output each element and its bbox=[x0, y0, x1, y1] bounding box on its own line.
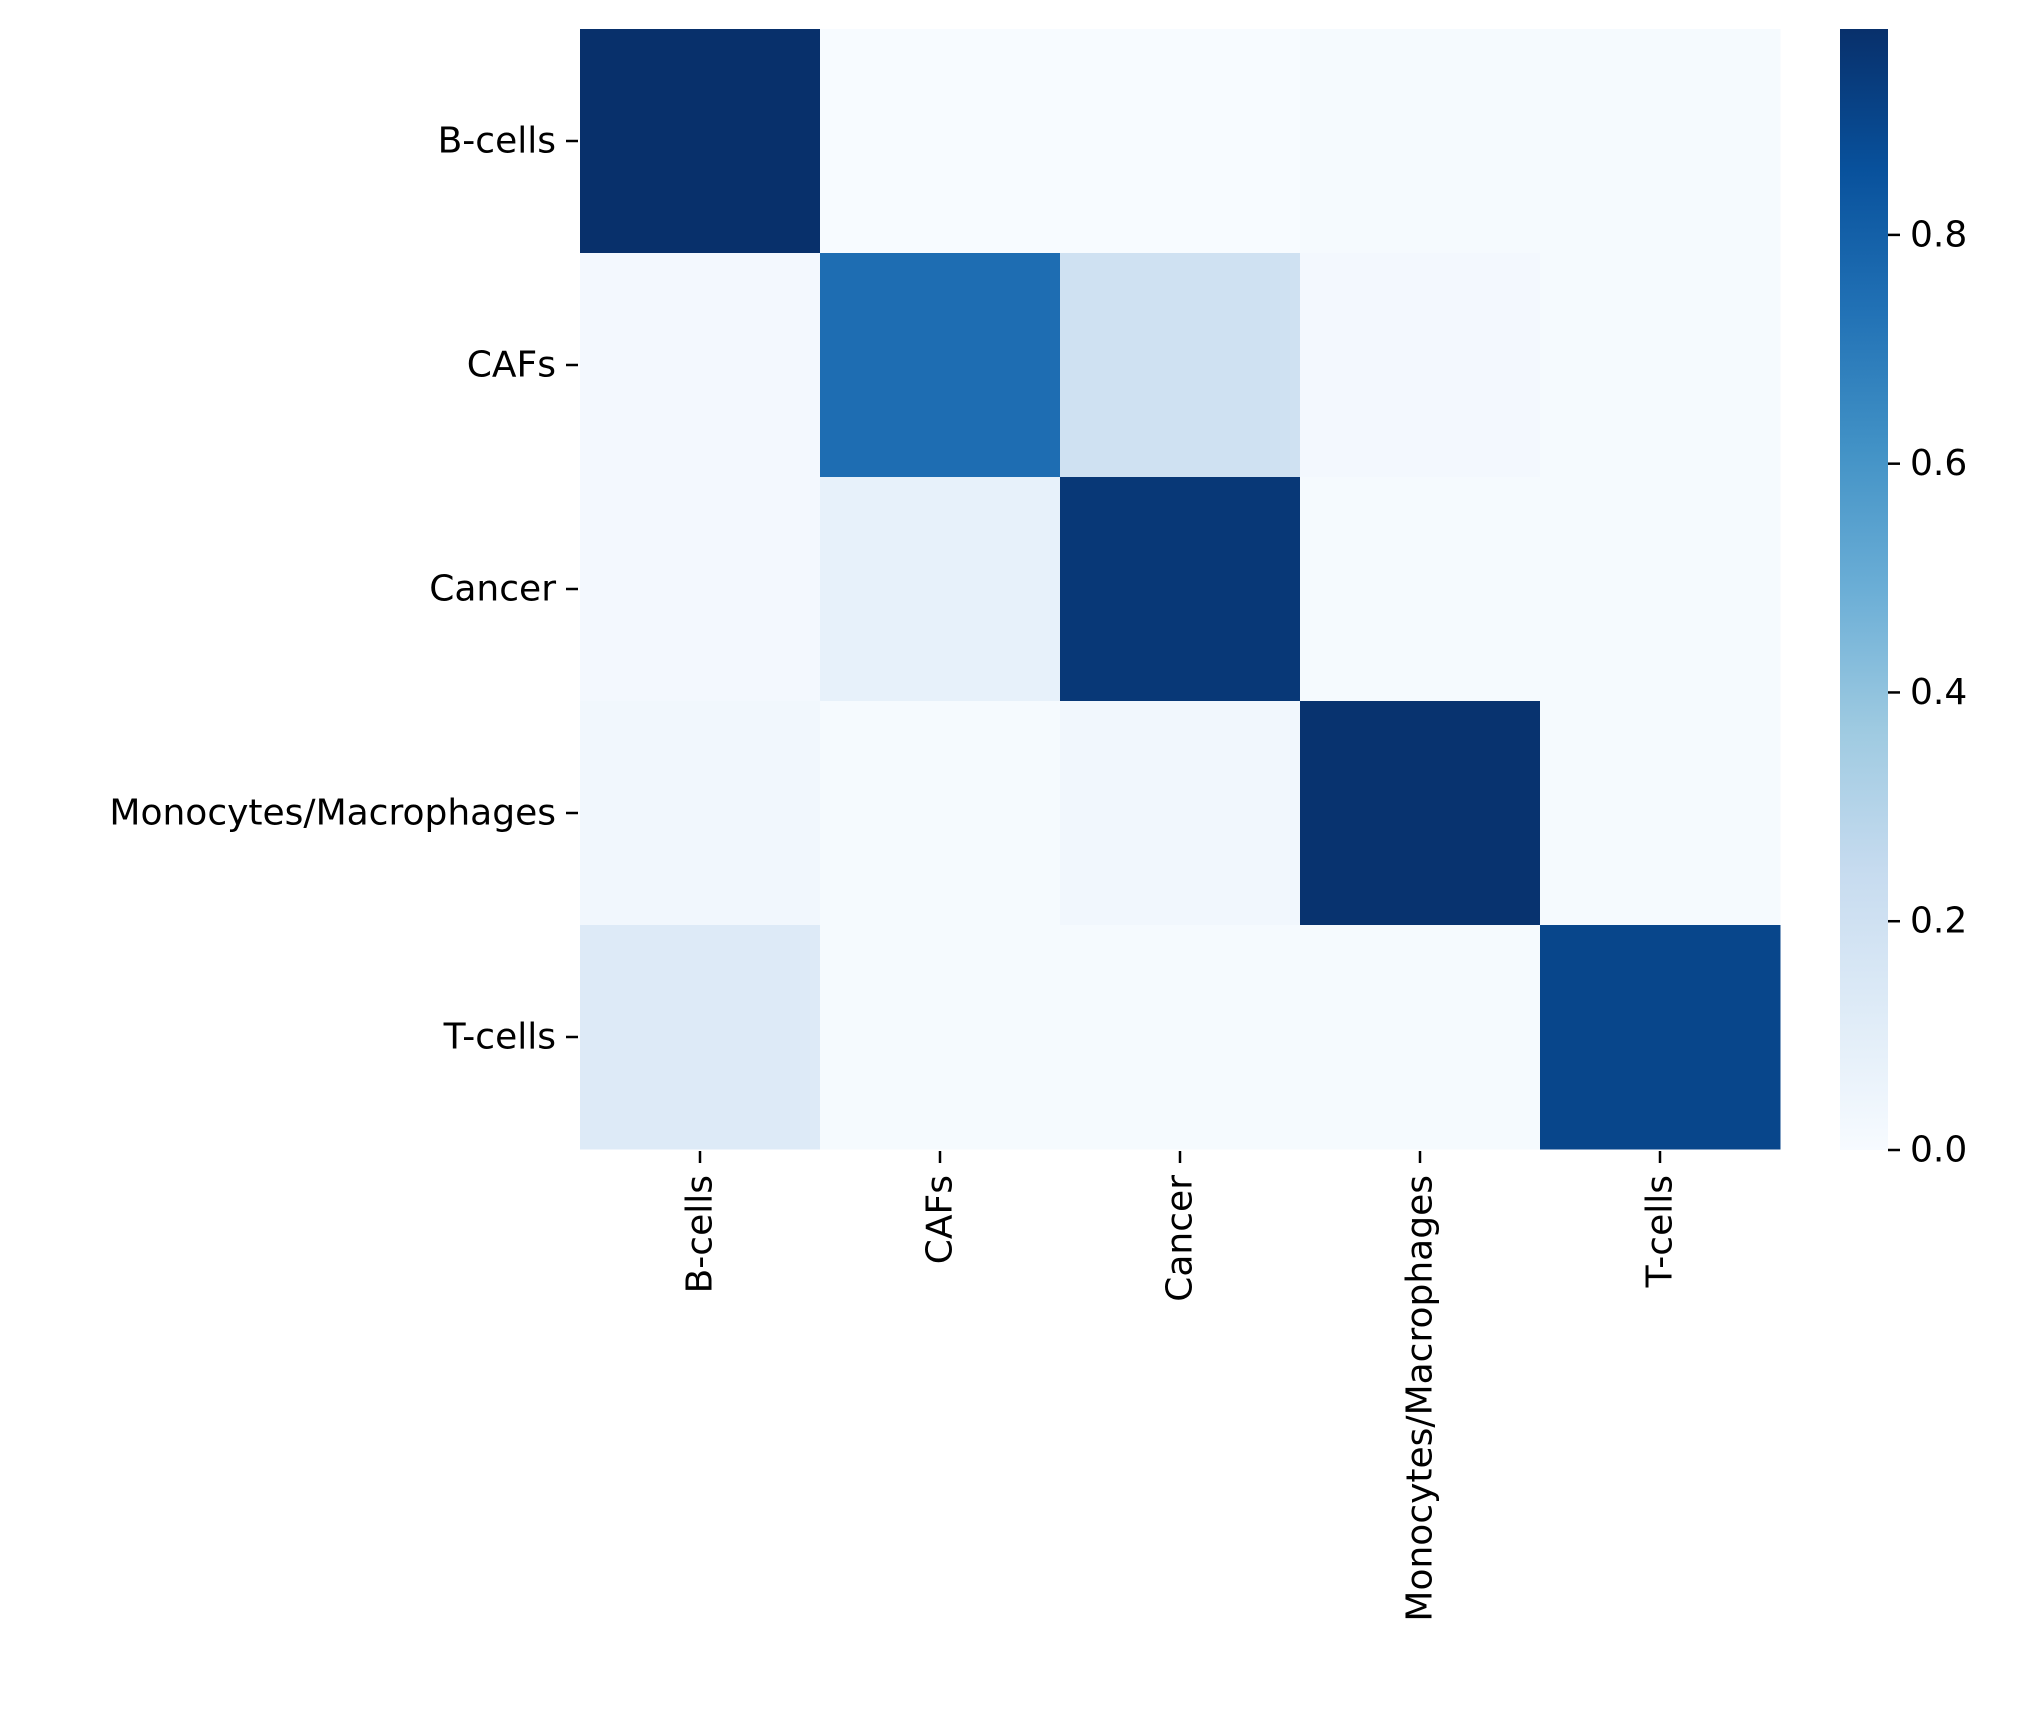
heatmap-cell bbox=[580, 29, 821, 254]
heatmap-cell bbox=[1540, 253, 1781, 478]
colorbar-tick-label: 0.2 bbox=[1910, 901, 1967, 942]
colorbar-gradient bbox=[1840, 29, 1888, 1150]
heatmap-cell bbox=[1060, 701, 1301, 926]
heatmap-cell bbox=[1540, 925, 1781, 1150]
heatmap-cell bbox=[580, 477, 821, 702]
y-axis: B-cells CAFs Cancer Monocytes/Macrophages T-… bbox=[109, 121, 578, 1058]
x-tick-label: CAFs bbox=[920, 1175, 961, 1264]
heatmap-cell bbox=[1300, 925, 1541, 1150]
heatmap-cell bbox=[820, 701, 1061, 926]
x-tick-label: Cancer bbox=[1160, 1175, 1201, 1302]
y-tick-label: B-cells bbox=[438, 121, 556, 162]
colorbar-tick-label: 0.6 bbox=[1910, 443, 1967, 484]
heatmap-cell bbox=[1540, 701, 1781, 926]
colorbar-tick-label: 0.4 bbox=[1910, 672, 1967, 713]
y-tick-label: CAFs bbox=[467, 345, 556, 386]
heatmap-cell bbox=[820, 29, 1061, 254]
colorbar-tick-label: 0.0 bbox=[1910, 1130, 1967, 1171]
heatmap-cell bbox=[1060, 29, 1301, 254]
heatmap-cell bbox=[580, 701, 821, 926]
x-tick-label: Monocytes/Macrophages bbox=[1400, 1175, 1441, 1622]
heatmap-cell bbox=[1540, 29, 1781, 254]
x-tick-label: T-cells bbox=[1640, 1175, 1681, 1288]
heatmap-cell bbox=[1060, 253, 1301, 478]
heatmap-cell bbox=[1060, 925, 1301, 1150]
colorbar-tick-label: 0.8 bbox=[1910, 214, 1967, 255]
heatmap-cell bbox=[1300, 253, 1541, 478]
y-tick-label: Monocytes/Macrophages bbox=[109, 793, 556, 834]
y-tick-label: Cancer bbox=[429, 569, 556, 610]
heatmap-cell bbox=[1300, 477, 1541, 702]
heatmap-cell bbox=[1300, 29, 1541, 254]
heatmap-cell bbox=[820, 925, 1061, 1150]
heatmap-cell bbox=[820, 253, 1061, 478]
heatmap-cells bbox=[580, 29, 1781, 1150]
heatmap-cell bbox=[1300, 701, 1541, 926]
colorbar: 0.0 0.2 0.4 0.6 0.8 bbox=[1840, 29, 1967, 1171]
heatmap-cell bbox=[1540, 477, 1781, 702]
heatmap-cell bbox=[820, 477, 1061, 702]
heatmap-cell bbox=[580, 253, 821, 478]
heatmap-cell bbox=[1060, 477, 1301, 702]
y-tick-label: T-cells bbox=[443, 1017, 556, 1058]
heatmap-cell bbox=[580, 925, 821, 1150]
x-tick-label: B-cells bbox=[680, 1175, 721, 1293]
x-axis: B-cells CAFs Cancer Monocytes/Macrophages T-… bbox=[680, 1151, 1681, 1622]
